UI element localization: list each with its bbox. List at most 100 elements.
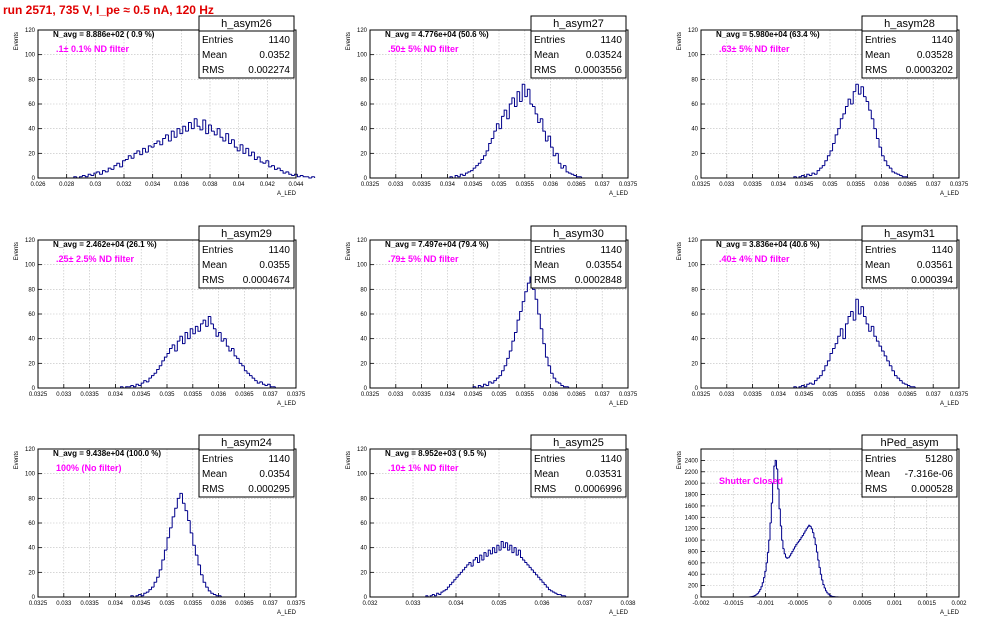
histogram-bin: [803, 385, 807, 388]
histogram-bin: [251, 375, 255, 379]
histogram-bin: [464, 172, 469, 176]
histogram-bin: [169, 527, 173, 538]
histogram-bin: [268, 160, 272, 168]
histogram-bin: [492, 547, 495, 554]
histogram-bin: [483, 552, 487, 560]
x-tick-label: 0.042: [260, 182, 276, 188]
histogram-bin: [757, 591, 760, 594]
histogram-bin: [808, 174, 812, 177]
x-tick-label: 0.033: [719, 182, 735, 188]
histogram-bin: [528, 564, 532, 568]
x-axis-label: A_LED: [609, 401, 629, 407]
histogram-bin: [170, 130, 175, 141]
x-tick-label: 0.038: [620, 601, 636, 607]
histogram-bin: [797, 540, 800, 543]
y-tick-label: 80: [360, 77, 367, 83]
histogram-bin: [875, 128, 880, 140]
x-tick-label: 0.0355: [184, 601, 203, 607]
histogram-bin: [102, 170, 106, 175]
stats-key-mean: Mean: [534, 50, 559, 61]
histogram-bin: [565, 165, 569, 173]
histogram-bin: [795, 544, 798, 547]
histogram-bin: [554, 592, 558, 594]
stats-key-rms: RMS: [202, 484, 225, 495]
histogram-bin: [772, 482, 774, 504]
histogram-bin: [823, 584, 826, 589]
histogram-bin: [472, 559, 476, 567]
histogram-bin: [806, 173, 810, 177]
histogram-bin: [868, 101, 872, 111]
stats-value-rms: 0.002274: [248, 65, 290, 76]
stats-key-mean: Mean: [865, 50, 890, 61]
histogram-bin: [826, 155, 830, 161]
histogram-bin: [788, 555, 791, 558]
stats-value-rms: 0.000295: [248, 484, 290, 495]
y-tick-label: 120: [688, 28, 699, 34]
histogram-bin: [163, 549, 167, 560]
histogram-bin: [210, 124, 215, 132]
y-tick-label: 0: [32, 595, 36, 601]
y-tick-label: 60: [691, 312, 698, 318]
stats-key-mean: Mean: [202, 50, 227, 61]
histogram-bin: [185, 126, 189, 132]
histogram-bin: [563, 165, 567, 169]
x-tick-label: -0.0005: [788, 601, 809, 607]
histogram-bin: [202, 119, 206, 130]
navg-label: N_avg = 8.952e+03 ( 9.5 %): [385, 449, 487, 458]
histogram-bin: [519, 311, 523, 321]
stats-box: [861, 434, 958, 498]
histogram-bin: [560, 163, 564, 169]
histogram-bin: [811, 172, 815, 176]
histogram-bin: [245, 147, 249, 154]
histogram-bin: [434, 594, 437, 597]
histogram-bin: [837, 128, 841, 135]
y-tick-label: 80: [360, 287, 367, 293]
histogram-bin: [442, 590, 446, 593]
histogram-bin: [190, 122, 195, 130]
histogram-bin: [899, 378, 903, 382]
histogram-bin: [262, 161, 266, 164]
stats-value-rms: 0.0006996: [575, 484, 623, 495]
histogram-bin: [474, 557, 478, 560]
histogram-bin: [839, 118, 843, 129]
histogram-bin: [806, 526, 809, 529]
histogram-bin: [259, 157, 264, 163]
y-tick-label: 120: [25, 28, 36, 34]
histogram-bin: [515, 547, 519, 556]
histogram-bin: [883, 155, 887, 162]
histogram-bin: [506, 110, 510, 120]
stats-value-mean: -7.316e-06: [905, 469, 954, 480]
histogram-bin: [878, 341, 882, 347]
histogram-bin: [156, 369, 160, 374]
histogram-bin: [818, 560, 821, 568]
histogram-bin: [521, 83, 525, 102]
histogram-bin: [816, 170, 820, 175]
x-tick-label: 0.0355: [516, 182, 535, 188]
histogram-bin: [466, 564, 469, 568]
histogram-bin: [873, 326, 877, 337]
histogram-bin: [282, 170, 286, 174]
histogram-bin: [842, 328, 846, 340]
y-tick-label: 20: [691, 151, 698, 157]
x-tick-label: 0.044: [288, 182, 304, 188]
x-tick-label: 0.034: [771, 182, 787, 188]
x-tick-label: 0.0375: [950, 392, 969, 398]
navg-label: N_avg = 2.462e+04 (26.1 %): [53, 240, 157, 249]
histogram-bin: [179, 128, 183, 135]
histogram-bin: [431, 594, 435, 596]
histogram-bin: [883, 351, 887, 357]
histogram-bin: [800, 536, 803, 540]
stats-value-rms: 0.0002848: [575, 275, 623, 286]
histogram-bin: [176, 340, 180, 351]
histogram-bin: [246, 370, 250, 374]
x-tick-label: 0.0365: [235, 601, 254, 607]
histogram-bin: [503, 365, 507, 371]
x-tick-label: 0.035: [491, 601, 507, 607]
histogram-bin: [259, 381, 263, 384]
histogram-bin: [279, 168, 284, 172]
x-tick-label: 0.037: [926, 182, 942, 188]
y-axis-label: Events: [14, 451, 20, 469]
x-tick-label: 0.0325: [361, 392, 380, 398]
histogram-bin: [891, 168, 895, 173]
histogram-bin: [494, 547, 497, 554]
